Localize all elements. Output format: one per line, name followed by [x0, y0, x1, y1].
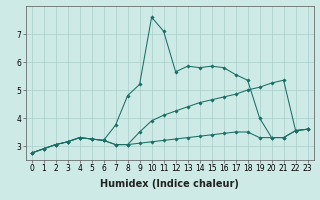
X-axis label: Humidex (Indice chaleur): Humidex (Indice chaleur)	[100, 179, 239, 189]
